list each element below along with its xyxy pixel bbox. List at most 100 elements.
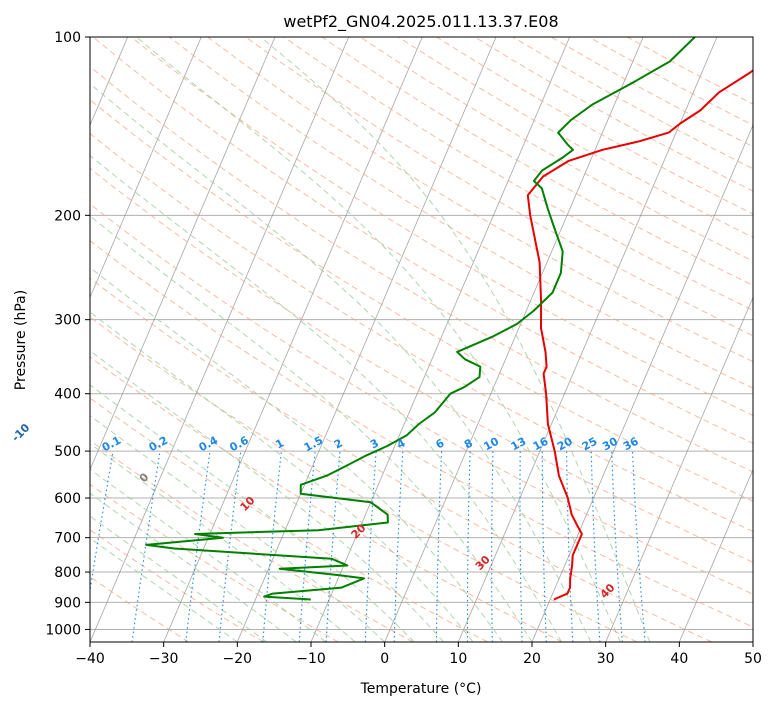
dry-adiabat-line — [512, 37, 753, 170]
y-tick-label: 900 — [54, 595, 81, 611]
mixing-ratio-label: 20 — [555, 435, 575, 454]
x-tick-label: 40 — [670, 651, 688, 667]
dry-adiabat-line — [90, 356, 563, 642]
plot-frame — [89, 36, 754, 643]
mixing-ratio-line — [185, 451, 211, 642]
y-tick-label: 100 — [54, 30, 81, 46]
y-tick-label: 600 — [54, 491, 81, 507]
x-tick-label: −20 — [223, 651, 253, 667]
moist-adiabat-line — [90, 215, 533, 642]
y-tick-label: 500 — [54, 444, 81, 460]
dry-adiabat-line — [90, 99, 753, 502]
dry-adiabat-line — [90, 132, 753, 532]
dry-adiabat-label: -10 — [9, 421, 32, 444]
dry-adiabat-line — [90, 529, 264, 642]
mixing-ratio-label: 4 — [395, 436, 408, 451]
mixing-ratio-line — [393, 451, 404, 642]
mixing-ratio-line — [218, 451, 242, 642]
background-lines — [90, 37, 753, 642]
moist-adiabat-line — [90, 414, 386, 642]
moist-adiabat-line — [90, 384, 415, 642]
moist-adiabat-line — [90, 154, 562, 642]
mixing-ratio-line — [325, 451, 341, 642]
moist-adiabat-line — [260, 37, 651, 642]
dry-adiabat-line — [90, 167, 753, 563]
isotherm-line — [163, 37, 423, 642]
isotherm-line — [236, 37, 497, 642]
dry-adiabat-line — [550, 37, 753, 148]
dry-adiabat-line — [90, 277, 712, 642]
mixing-ratio-line — [611, 451, 623, 642]
x-tick-label: −10 — [296, 651, 326, 667]
mixing-ratio-label: 25 — [580, 435, 600, 454]
line-labels: 0.10.20.40.611.52346810131620253036-100-… — [9, 421, 641, 601]
x-tick-label: 20 — [523, 651, 541, 667]
series-layer — [145, 37, 753, 601]
mixing-ratio-line — [435, 451, 443, 642]
dry-adiabat-line — [130, 37, 753, 417]
isotherm-line — [752, 640, 753, 642]
mixing-ratio-line — [631, 451, 646, 642]
dry-adiabat-line — [90, 483, 339, 642]
dry-adiabat-line — [245, 37, 753, 337]
mixing-ratio-label: 10 — [481, 435, 501, 454]
dewpoint-profile-line — [145, 37, 696, 601]
x-tick-label: 0 — [380, 651, 389, 667]
isotherm-line — [678, 468, 753, 642]
x-tick-label: 30 — [597, 651, 615, 667]
x-tick-label: 10 — [449, 651, 467, 667]
mixing-ratio-line — [541, 451, 547, 642]
isotherm-line — [90, 37, 276, 471]
y-tick-label: 700 — [54, 531, 81, 547]
mixing-ratio-line — [131, 451, 161, 642]
isotherm-line — [605, 296, 753, 642]
mixing-ratio-line — [519, 451, 523, 642]
mixing-ratio-line — [590, 451, 601, 642]
moist-adiabat-line — [90, 83, 592, 642]
dry-adiabat-label: 10 — [238, 494, 258, 514]
moist-adiabat-line — [90, 537, 238, 642]
mixing-ratio-label: 30 — [600, 435, 620, 454]
dry-adiabat-line — [90, 316, 638, 642]
isotherm-line — [384, 37, 644, 642]
dry-adiabat-line — [283, 37, 753, 311]
mixing-ratio-label: 13 — [509, 435, 529, 454]
dry-adiabat-label: 0 — [137, 470, 152, 485]
x-axis-title: Temperature (°C) — [360, 681, 482, 697]
y-tick-label: 1000 — [45, 622, 81, 638]
y-tick-label: 400 — [54, 387, 81, 403]
moist-adiabat-line — [90, 350, 444, 642]
mixing-ratio-label: 36 — [621, 435, 641, 454]
dry-adiabat-line — [359, 37, 753, 262]
mixing-ratio-line — [298, 451, 316, 642]
isotherm-line — [531, 124, 753, 642]
isotherm-line — [457, 37, 718, 642]
dry-adiabat-line — [90, 203, 753, 595]
mixing-ratio-line — [90, 451, 114, 594]
mixing-ratio-line — [491, 451, 494, 642]
dry-adiabat-label: 30 — [473, 553, 493, 573]
dry-adiabat-label: 40 — [598, 581, 618, 601]
x-tick-label: −40 — [75, 651, 105, 667]
dry-adiabat-line — [588, 37, 753, 126]
isotherm-line — [90, 37, 202, 299]
dry-adiabat-line — [169, 37, 753, 389]
dry-adiabat-line — [92, 37, 753, 444]
dry-adiabat-line — [90, 397, 488, 642]
isotherm-line — [90, 37, 350, 642]
y-tick-label: 300 — [54, 313, 81, 329]
temperature-profile-line — [526, 69, 753, 601]
mixing-ratio-line — [466, 451, 471, 642]
moist-adiabat-line — [136, 37, 621, 642]
chart-title: wetPf2_GN04.2025.011.13.37.E08 — [283, 12, 558, 32]
mixing-ratio-label: 16 — [531, 435, 551, 454]
grid-layer — [90, 36, 753, 630]
y-tick-label: 800 — [54, 565, 81, 581]
y-tick-label: 200 — [54, 208, 81, 224]
moist-adiabat-line — [90, 468, 327, 642]
moist-adiabat-line — [90, 266, 503, 642]
dry-adiabat-line — [90, 240, 753, 628]
x-tick-label: −30 — [149, 651, 179, 667]
moist-adiabat-line — [90, 442, 356, 642]
